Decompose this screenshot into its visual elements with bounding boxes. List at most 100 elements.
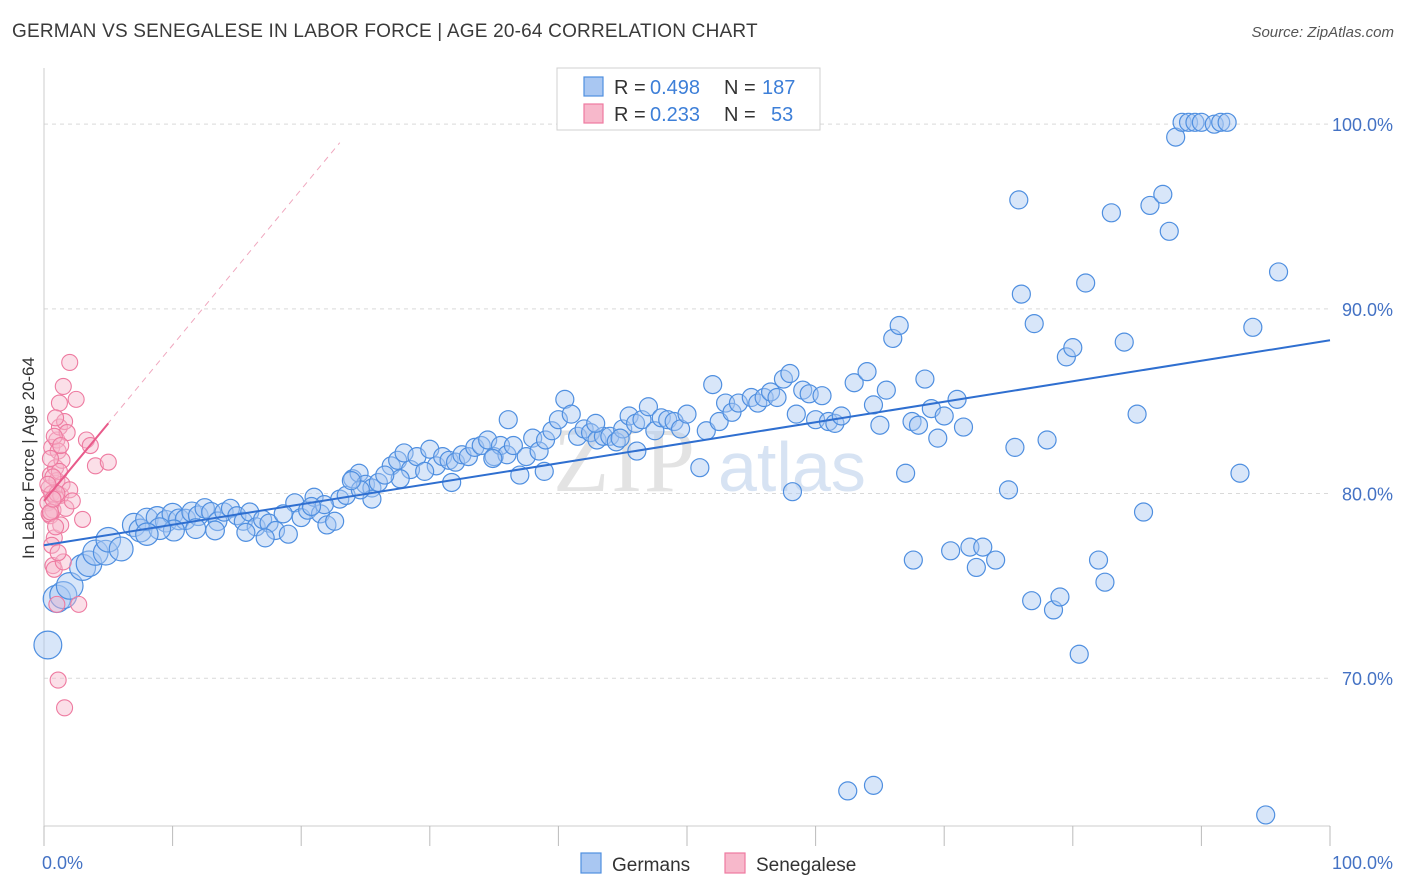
legend-r-label-germans: R =: [614, 77, 646, 99]
legend-n-value-senegalese: 53: [771, 104, 793, 126]
senegalese-points: [39, 353, 117, 717]
germans-point: [610, 428, 630, 448]
germans-point: [857, 362, 877, 382]
germans-point: [1243, 317, 1263, 337]
legend-n-label-senegalese: N =: [724, 104, 756, 126]
bottom-legend-germans: Germans: [612, 855, 690, 876]
grid-lines: [44, 123, 1330, 679]
germans-point: [1268, 262, 1289, 282]
senegalese-point: [74, 510, 92, 528]
germans-point: [255, 528, 275, 548]
germans-point: [1217, 112, 1237, 132]
germans-point: [498, 410, 518, 430]
germans-point: [1127, 404, 1147, 424]
senegalese-point: [54, 377, 72, 395]
germans-point: [1005, 437, 1025, 457]
senegalese-point: [49, 671, 67, 689]
germans-point: [542, 421, 562, 441]
germans-point: [1011, 284, 1031, 304]
germans-point: [1101, 203, 1121, 223]
senegalese-point: [41, 449, 59, 468]
germans-point: [1153, 184, 1173, 204]
germans-point: [1069, 644, 1089, 664]
germans-point: [394, 443, 414, 463]
legend-box: R = 0.498 N = 187 R = 0.233 N = 53: [556, 67, 821, 131]
germans-point: [1050, 587, 1070, 607]
germans-point: [1063, 338, 1083, 358]
germans-point: [1037, 430, 1057, 450]
germans-point: [278, 524, 298, 544]
germans-point: [483, 448, 503, 469]
germans-point: [341, 471, 361, 491]
germans-trend-line: [43, 339, 1331, 547]
germans-point: [1256, 805, 1276, 825]
senegalese-point: [45, 427, 63, 445]
senegalese-point: [47, 409, 65, 427]
germans-point: [135, 522, 159, 546]
y-tick-label: 80.0%: [1342, 485, 1393, 505]
germans-points: [33, 112, 1289, 825]
germans-point: [220, 498, 241, 518]
germans-point: [651, 408, 671, 428]
germans-point: [690, 458, 710, 478]
senegalese-point: [44, 490, 62, 508]
germans-point: [703, 374, 723, 395]
senegalese-point: [56, 699, 74, 717]
germans-point: [1095, 572, 1115, 592]
senegalese-point: [48, 595, 66, 613]
germans-point: [1185, 112, 1205, 132]
germans-point: [953, 417, 974, 437]
senegalese-point: [63, 492, 81, 510]
germans-point: [442, 472, 462, 493]
germans-point: [903, 550, 923, 570]
germans-point: [870, 415, 890, 435]
germans-point: [928, 428, 948, 448]
legend-r-value-senegalese: 0.233: [650, 104, 700, 126]
germans-point: [767, 387, 787, 408]
senegalese-point: [61, 481, 79, 499]
x-tick-label: 0.0%: [42, 853, 83, 873]
y-tick-label: 100.0%: [1332, 115, 1393, 135]
germans-point: [529, 441, 549, 461]
senegalese-trend-line: [43, 422, 110, 502]
germans-point: [568, 426, 588, 446]
legend-swatch-germans: [583, 76, 604, 97]
germans-point: [1211, 112, 1231, 132]
germans-point: [325, 511, 345, 531]
germans-point: [677, 404, 697, 424]
y-tick-label: 90.0%: [1342, 300, 1393, 320]
germans-point: [889, 315, 909, 336]
chart-title: GERMAN VS SENEGALESE IN LABOR FORCE | AG…: [12, 21, 758, 42]
germans-point: [415, 461, 435, 481]
senegalese-point: [49, 544, 67, 562]
germans-point: [973, 537, 993, 557]
germans-point: [375, 465, 395, 485]
germans-point: [896, 463, 916, 483]
tick-labels: 70.0% 80.0% 90.0% 100.0% 0.0% 100.0%: [42, 115, 1393, 873]
bottom-legend-swatch-germans: [580, 852, 602, 874]
germans-point: [908, 415, 929, 435]
germans-point: [986, 550, 1006, 570]
germans-point: [1009, 190, 1029, 210]
germans-point: [561, 404, 581, 424]
germans-point: [1024, 314, 1044, 334]
germans-point: [82, 539, 109, 566]
bottom-legend-senegalese: Senegalese: [756, 855, 856, 876]
legend-swatch-senegalese: [583, 103, 604, 124]
senegalese-point: [47, 518, 65, 536]
germans-point: [780, 363, 800, 384]
germans-point: [1088, 550, 1109, 570]
germans-point: [863, 775, 884, 795]
germans-point: [838, 781, 858, 801]
germans-point: [236, 522, 256, 542]
senegalese-point: [56, 412, 74, 431]
legend-r-value-germans: 0.498: [650, 77, 700, 99]
watermark-atlas: atlas: [718, 428, 866, 506]
senegalese-point: [50, 394, 68, 412]
germans-point: [709, 411, 729, 432]
germans-point: [92, 539, 119, 566]
germans-point: [876, 380, 896, 400]
germans-point: [259, 513, 279, 533]
senegalese-point: [67, 390, 85, 408]
